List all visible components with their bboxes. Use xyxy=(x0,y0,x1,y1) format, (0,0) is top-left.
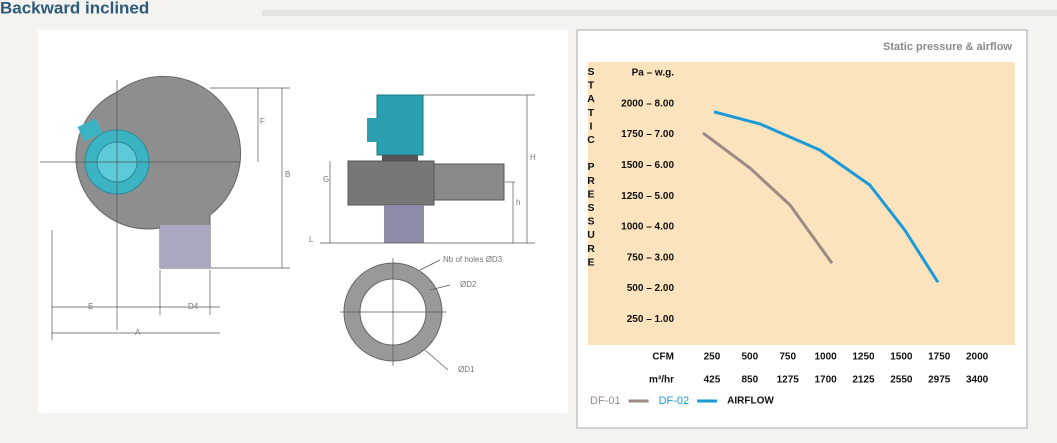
x-tick-label: 1000 xyxy=(814,352,837,363)
technical-drawing xyxy=(40,75,535,371)
plot-background xyxy=(588,62,1015,345)
dimension-label: F xyxy=(260,117,265,126)
legend-label: DF-02 xyxy=(659,395,690,407)
y-unit-label: Pa – w.g. xyxy=(632,68,675,79)
dimension-label: G xyxy=(323,175,329,184)
legend-label: DF-01 xyxy=(590,395,621,407)
y-tick-label: 250 – 1.00 xyxy=(627,314,675,325)
legend-note: AIRFLOW xyxy=(727,396,774,407)
y-tick-label: 750 – 3.00 xyxy=(627,252,675,263)
dimension-label: B xyxy=(285,170,290,179)
y-tick-label: 500 – 2.00 xyxy=(627,283,675,294)
x2-label: m³/hr xyxy=(649,375,674,386)
dimension-label: D4 xyxy=(188,302,199,311)
y-tick-label: 1000 – 4.00 xyxy=(621,222,674,233)
x-tick-label: 500 xyxy=(742,352,759,363)
x-tick-label: 1500 xyxy=(890,352,913,363)
dimension-label: H xyxy=(530,153,536,162)
x-tick-label: 250 xyxy=(704,352,721,363)
y-label: STATIC PRESSURE xyxy=(585,66,597,270)
x-tick-label: 2000 xyxy=(966,352,989,363)
y-tick-label: 1500 – 6.00 xyxy=(621,160,674,171)
dimension-label: ØD2 xyxy=(460,280,477,289)
x2-tick-label: 2550 xyxy=(890,375,913,386)
y-tick-label: 1250 – 5.00 xyxy=(621,191,674,202)
series-line xyxy=(702,131,834,265)
y-tick-label: 1750 – 7.00 xyxy=(621,129,674,140)
dimension-label: A xyxy=(135,328,141,337)
x2-tick-label: 850 xyxy=(742,375,759,386)
header-rule xyxy=(262,10,1057,16)
page-title: Backward inclined xyxy=(0,0,149,17)
x-tick-label: 1250 xyxy=(852,352,875,363)
dimension-label: Nb of holes ØD3 xyxy=(443,255,503,264)
x2-tick-label: 2975 xyxy=(928,375,951,386)
x-tick-label: 1750 xyxy=(928,352,951,363)
dimension-label: E xyxy=(88,302,93,311)
x2-tick-label: 1700 xyxy=(814,375,837,386)
x2-tick-label: 425 xyxy=(704,375,721,386)
x-tick-label: 750 xyxy=(779,352,796,363)
chart-title: Static pressure & airflow xyxy=(883,41,1012,53)
dimension-label: L xyxy=(309,235,314,244)
series-line xyxy=(713,110,940,284)
x2-tick-label: 1275 xyxy=(777,375,800,386)
x2-tick-label: 2125 xyxy=(852,375,875,386)
dimension-label: h xyxy=(516,198,520,207)
x2-tick-label: 3400 xyxy=(966,375,989,386)
dimension-label: ØD1 xyxy=(458,365,475,374)
y-tick-label: 2000 – 8.00 xyxy=(621,98,674,109)
x-label: CFM xyxy=(652,352,674,363)
